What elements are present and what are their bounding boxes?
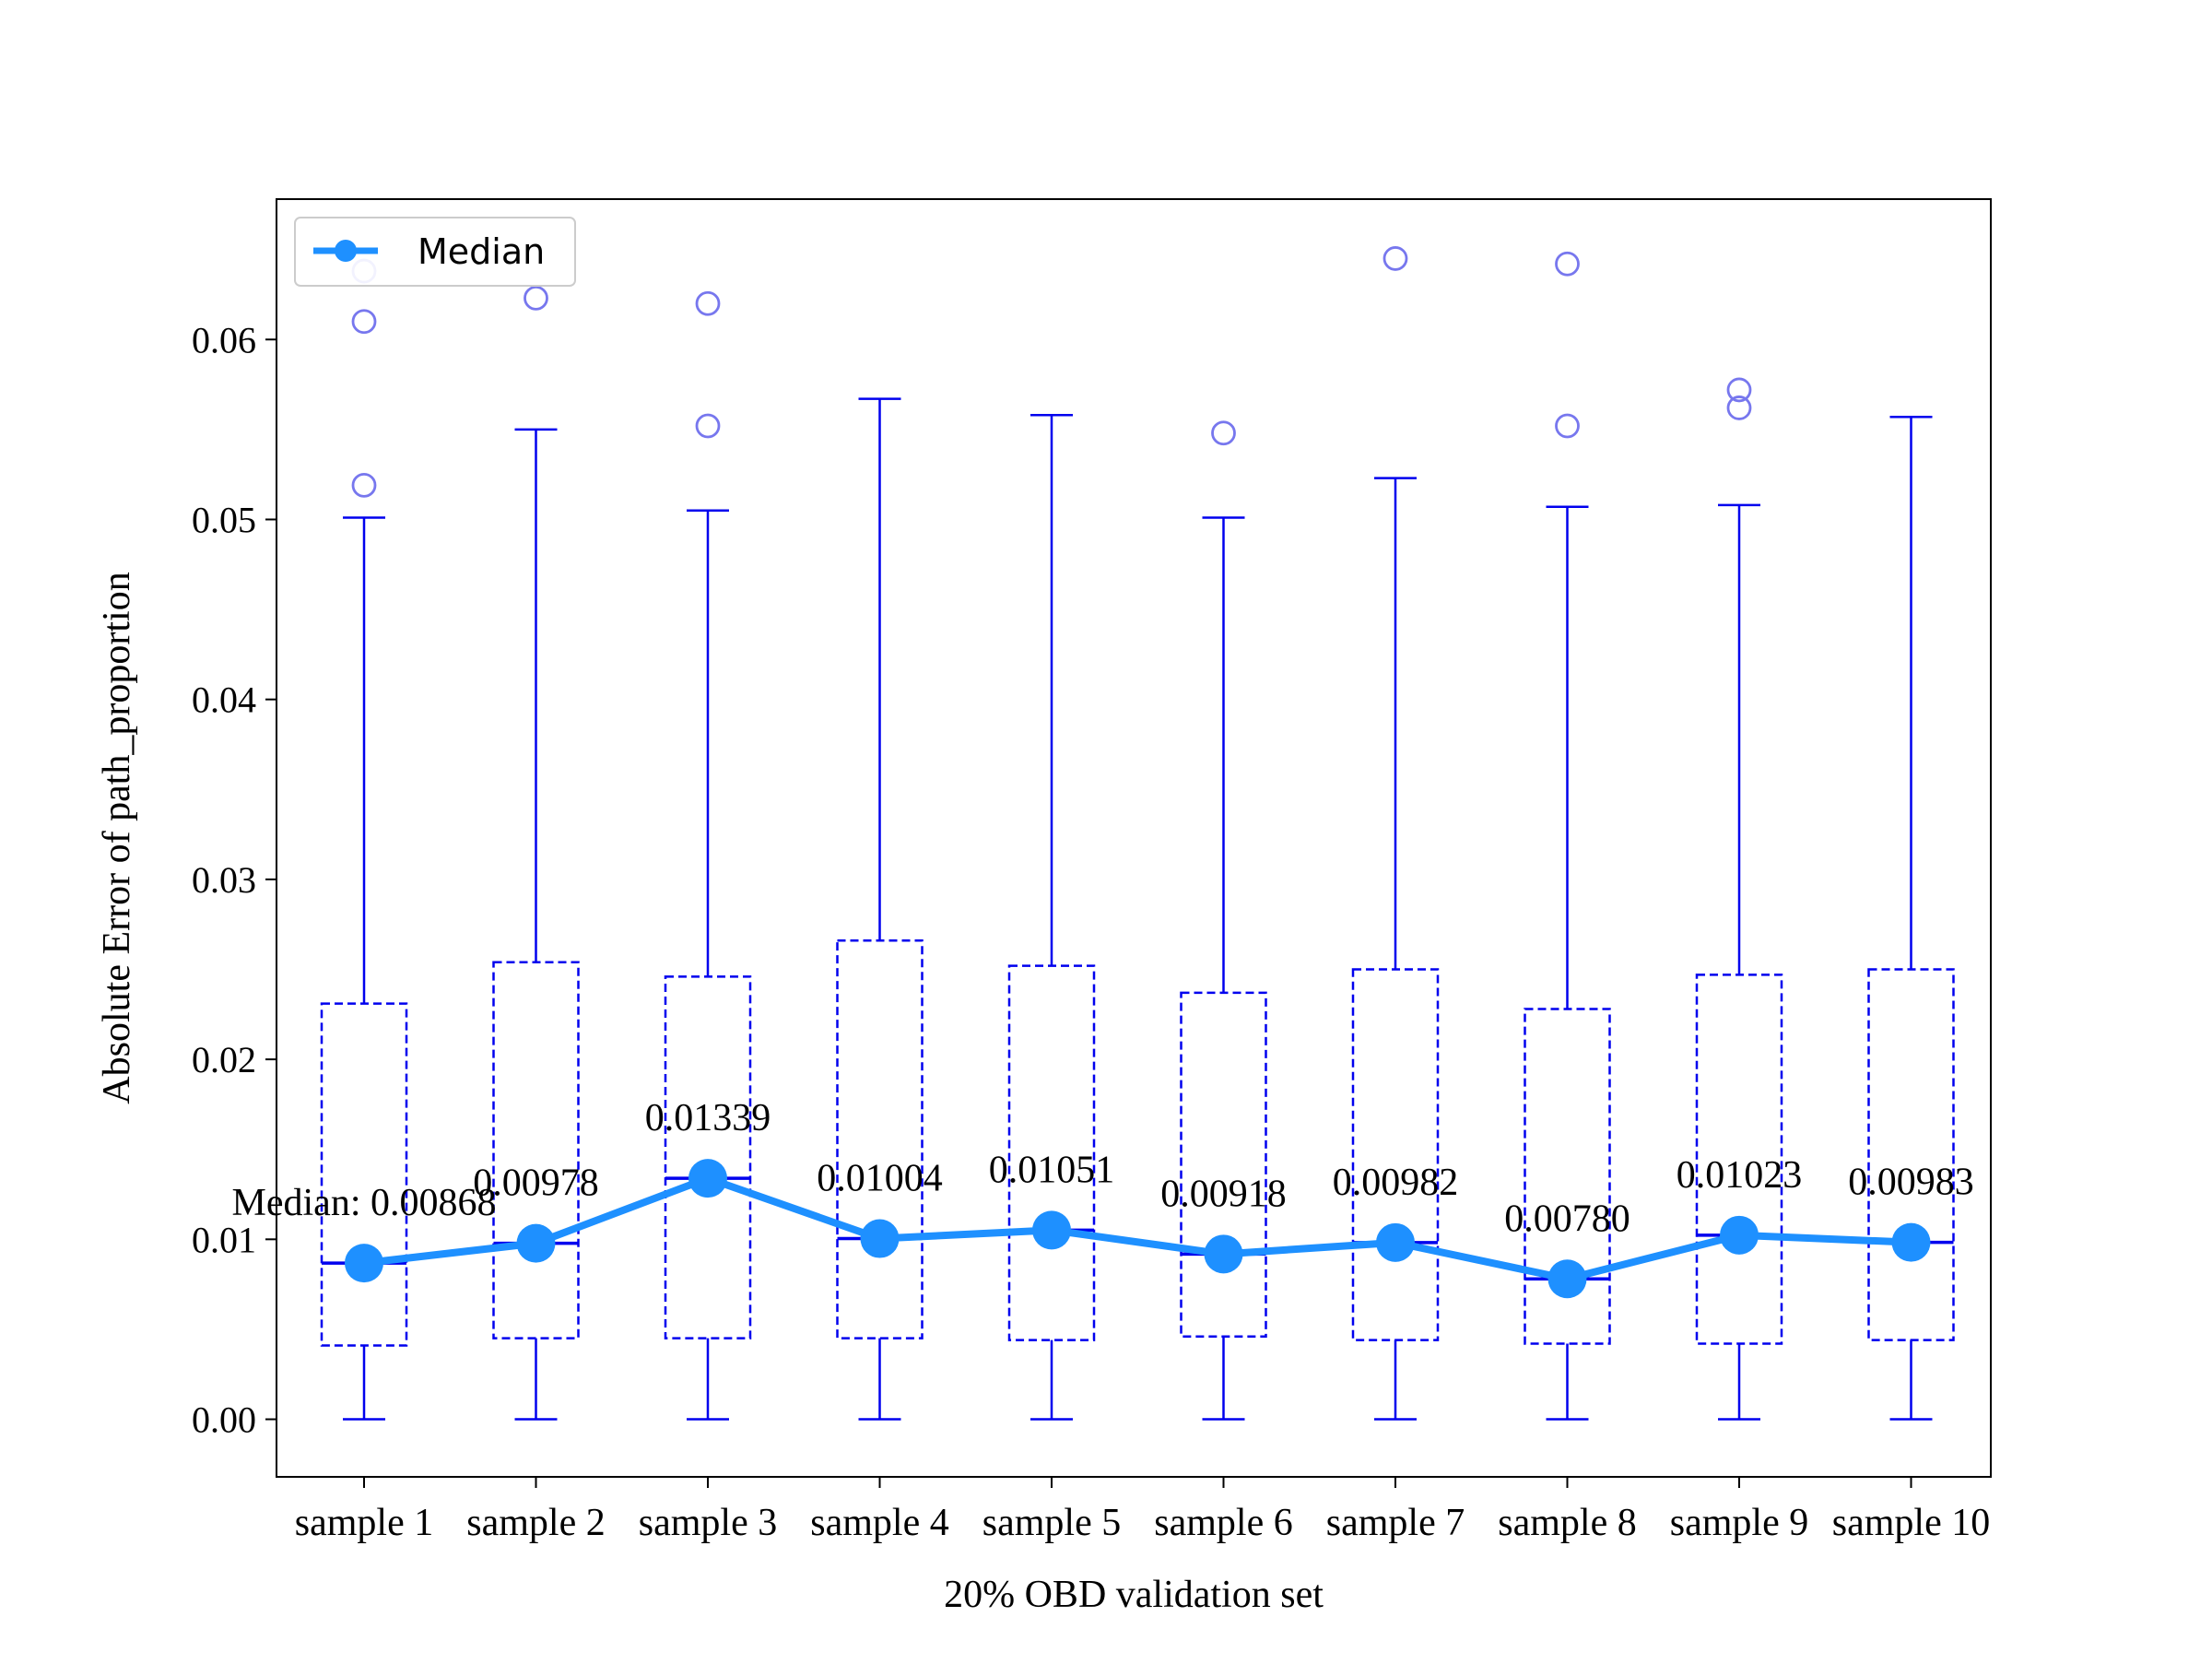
outlier-point [1382,246,1408,271]
iqr-box [836,939,924,1339]
y-tick-label: 0.00 [192,1399,256,1441]
median-value-label-8: 0.00780 [1504,1198,1630,1240]
y-axis-label: Absolute Error of path_proportion [96,572,138,1103]
x-tick-label: sample 4 [810,1502,948,1544]
iqr-box [1351,968,1440,1341]
iqr-box [320,1002,408,1347]
y-tick-label: 0.06 [192,319,256,360]
outlier-point [524,285,548,311]
x-tick-label: sample 7 [1326,1502,1465,1544]
median-point-5 [1032,1210,1071,1250]
legend-label-median: Median [418,231,545,272]
iqr-box [1695,974,1783,1345]
plot-frame [276,198,1992,1478]
legend-marker-swatch [335,240,357,262]
median-value-label-9: 0.01023 [1677,1154,1803,1197]
x-tick-label: sample 6 [1154,1502,1292,1544]
median-point-9 [1720,1215,1759,1255]
median-value-label-2: 0.00978 [473,1162,599,1205]
median-value-label-7: 0.00982 [1333,1162,1459,1204]
outlier-point [1726,395,1752,420]
x-tick-label: sample 10 [1832,1502,1990,1544]
y-tick-label: 0.02 [192,1039,256,1080]
legend-frame [294,217,576,287]
iqr-box [492,961,580,1339]
box-3 [664,290,752,1421]
median-value-label-5: 0.01051 [989,1149,1115,1191]
median-point-10 [1891,1222,1931,1262]
box-5 [1007,414,1096,1421]
outlier-point [351,309,377,335]
x-tick-label: sample 2 [466,1502,605,1544]
iqr-box [1180,991,1267,1338]
y-tick-label: 0.01 [192,1219,256,1260]
x-tick-label: sample 9 [1670,1502,1808,1544]
box-10 [1867,415,1955,1421]
median-point-7 [1376,1222,1415,1262]
x-tick-label: sample 3 [639,1502,777,1544]
outlier-point [1555,413,1580,439]
x-axis-label: 20% OBD validation set [944,1574,1324,1616]
x-tick-label: sample 5 [982,1502,1121,1544]
median-point-1 [345,1244,383,1283]
x-tick-label: sample 8 [1498,1502,1636,1544]
median-point-6 [1204,1234,1243,1274]
y-tick-label: 0.05 [192,499,256,540]
median-value-label-6: 0.00918 [1160,1173,1287,1215]
median-value-label-1: Median: 0.00868 [232,1182,497,1224]
iqr-box [1524,1008,1611,1345]
median-point-3 [688,1159,727,1198]
outlier-point [695,290,721,316]
outlier-point [351,472,377,498]
iqr-box [1867,968,1955,1341]
axes-group: 0.00 0.01 0.02 0.03 0.04 0.05 0.06 sample 1 samp… [192,319,1990,1544]
median-point-2 [516,1223,556,1263]
y-tick-label: 0.03 [192,859,256,901]
outlier-point [1211,420,1236,446]
median-point-4 [860,1219,900,1258]
x-tick-label: sample 1 [295,1502,433,1544]
iqr-box [1007,964,1096,1341]
y-tick-label: 0.04 [192,679,256,721]
plot-area [276,199,1991,1477]
outlier-point [1726,377,1752,403]
median-value-label-10: 0.00983 [1848,1162,1974,1204]
outlier-point [1555,251,1580,277]
legend: Median [294,217,576,287]
median-value-label-3: 0.01339 [645,1097,771,1139]
median-series-line [363,1174,1912,1283]
iqr-box [664,975,752,1339]
median-value-label-4: 0.01004 [817,1158,943,1200]
outlier-point [695,413,721,439]
median-point-8 [1547,1259,1587,1299]
